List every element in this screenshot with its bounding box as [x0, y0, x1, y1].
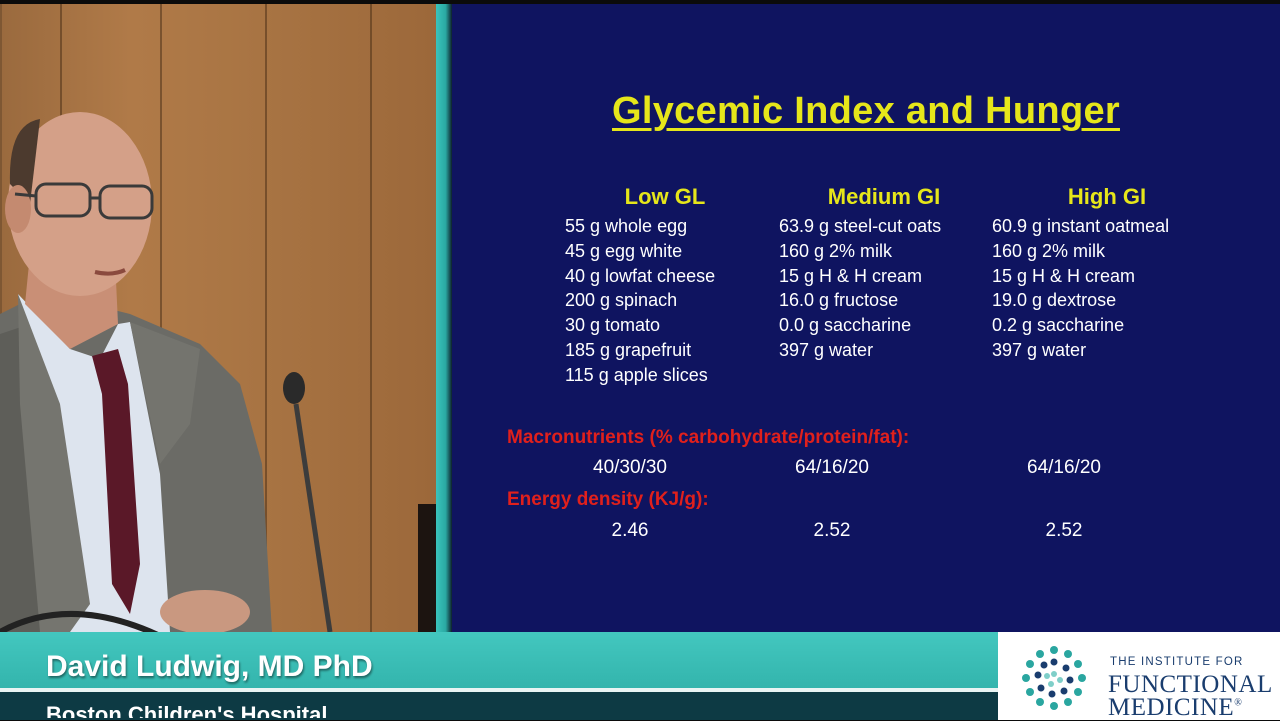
food-list: 63.9 g steel-cut oats 160 g 2% milk 15 g… [779, 214, 989, 363]
food-list: 55 g whole egg 45 g egg white 40 g lowfa… [565, 214, 765, 388]
list-item: 160 g 2% milk [779, 240, 893, 261]
lower-third-banner: David Ludwig, MD PhD Boston Children's H… [0, 632, 998, 720]
energy-density-value: 2.52 [1045, 520, 1083, 541]
list-item: 45 g egg white [565, 240, 683, 261]
logo-text-functional: FUNCTIONAL [1108, 671, 1273, 698]
speaker-name: David Ludwig, MD PhD [46, 650, 373, 683]
logo-text-small: THE INSTITUTE FOR [1110, 656, 1244, 668]
list-item: 40 g lowfat cheese [565, 265, 716, 286]
macronutrients-value: 64/16/20 [795, 457, 869, 478]
list-item: 15 g H & H cream [779, 265, 923, 286]
list-item: 0.0 g saccharine [779, 315, 912, 336]
macronutrients-value: 64/16/20 [1027, 457, 1101, 478]
ifm-logo: THE INSTITUTE FOR FUNCTIONAL MEDICINE® [998, 632, 1280, 720]
list-item: 19.0 g dextrose [992, 290, 1117, 311]
list-item: 397 g water [779, 339, 874, 360]
list-item: 0.2 g saccharine [992, 315, 1125, 336]
column-low-gl: Low GL 55 g whole egg 45 g egg white 40 … [565, 184, 765, 388]
column-medium-gi: Medium GI 63.9 g steel-cut oats 160 g 2%… [779, 184, 989, 363]
macronutrients-label: Macronutrients (% carbohydrate/protein/f… [507, 427, 910, 448]
energy-density-label: Energy density (KJ/g): [507, 489, 709, 510]
logo-mark-icon [1022, 646, 1086, 710]
energy-density-value: 2.52 [813, 520, 851, 541]
list-item: 63.9 g steel-cut oats [779, 216, 942, 236]
macronutrients-value: 40/30/30 [593, 457, 667, 478]
logo-text-medicine: MEDICINE® [1108, 694, 1243, 721]
slide-title: Glycemic Index and Hunger [612, 90, 1120, 132]
list-item: 397 g water [992, 339, 1087, 360]
speaker-organization: Boston Children's Hospital [46, 702, 328, 718]
registered-mark: ® [1234, 697, 1243, 709]
presentation-slide: Glycemic Index and Hunger Low GL 55 g wh… [452, 4, 1280, 632]
column-high-gi: High GI 60.9 g instant oatmeal 160 g 2% … [992, 184, 1222, 363]
column-heading: Low GL [624, 184, 706, 209]
list-item: 15 g H & H cream [992, 265, 1136, 286]
column-heading: High GI [1067, 184, 1147, 209]
list-item: 200 g spinach [565, 290, 678, 311]
speaker-figure [0, 112, 436, 632]
list-item: 55 g whole egg [565, 216, 688, 236]
speaker-video [0, 4, 436, 632]
column-heading: Medium GI [827, 184, 941, 209]
list-item: 30 g tomato [565, 315, 661, 336]
list-item: 185 g grapefruit [565, 339, 692, 360]
list-item: 60.9 g instant oatmeal [992, 216, 1170, 236]
energy-density-value: 2.46 [611, 520, 649, 541]
food-list: 60.9 g instant oatmeal 160 g 2% milk 15 … [992, 214, 1222, 363]
list-item: 115 g apple slices [565, 364, 708, 385]
teal-separator [436, 4, 452, 632]
list-item: 160 g 2% milk [992, 240, 1106, 261]
list-item: 16.0 g fructose [779, 290, 899, 311]
